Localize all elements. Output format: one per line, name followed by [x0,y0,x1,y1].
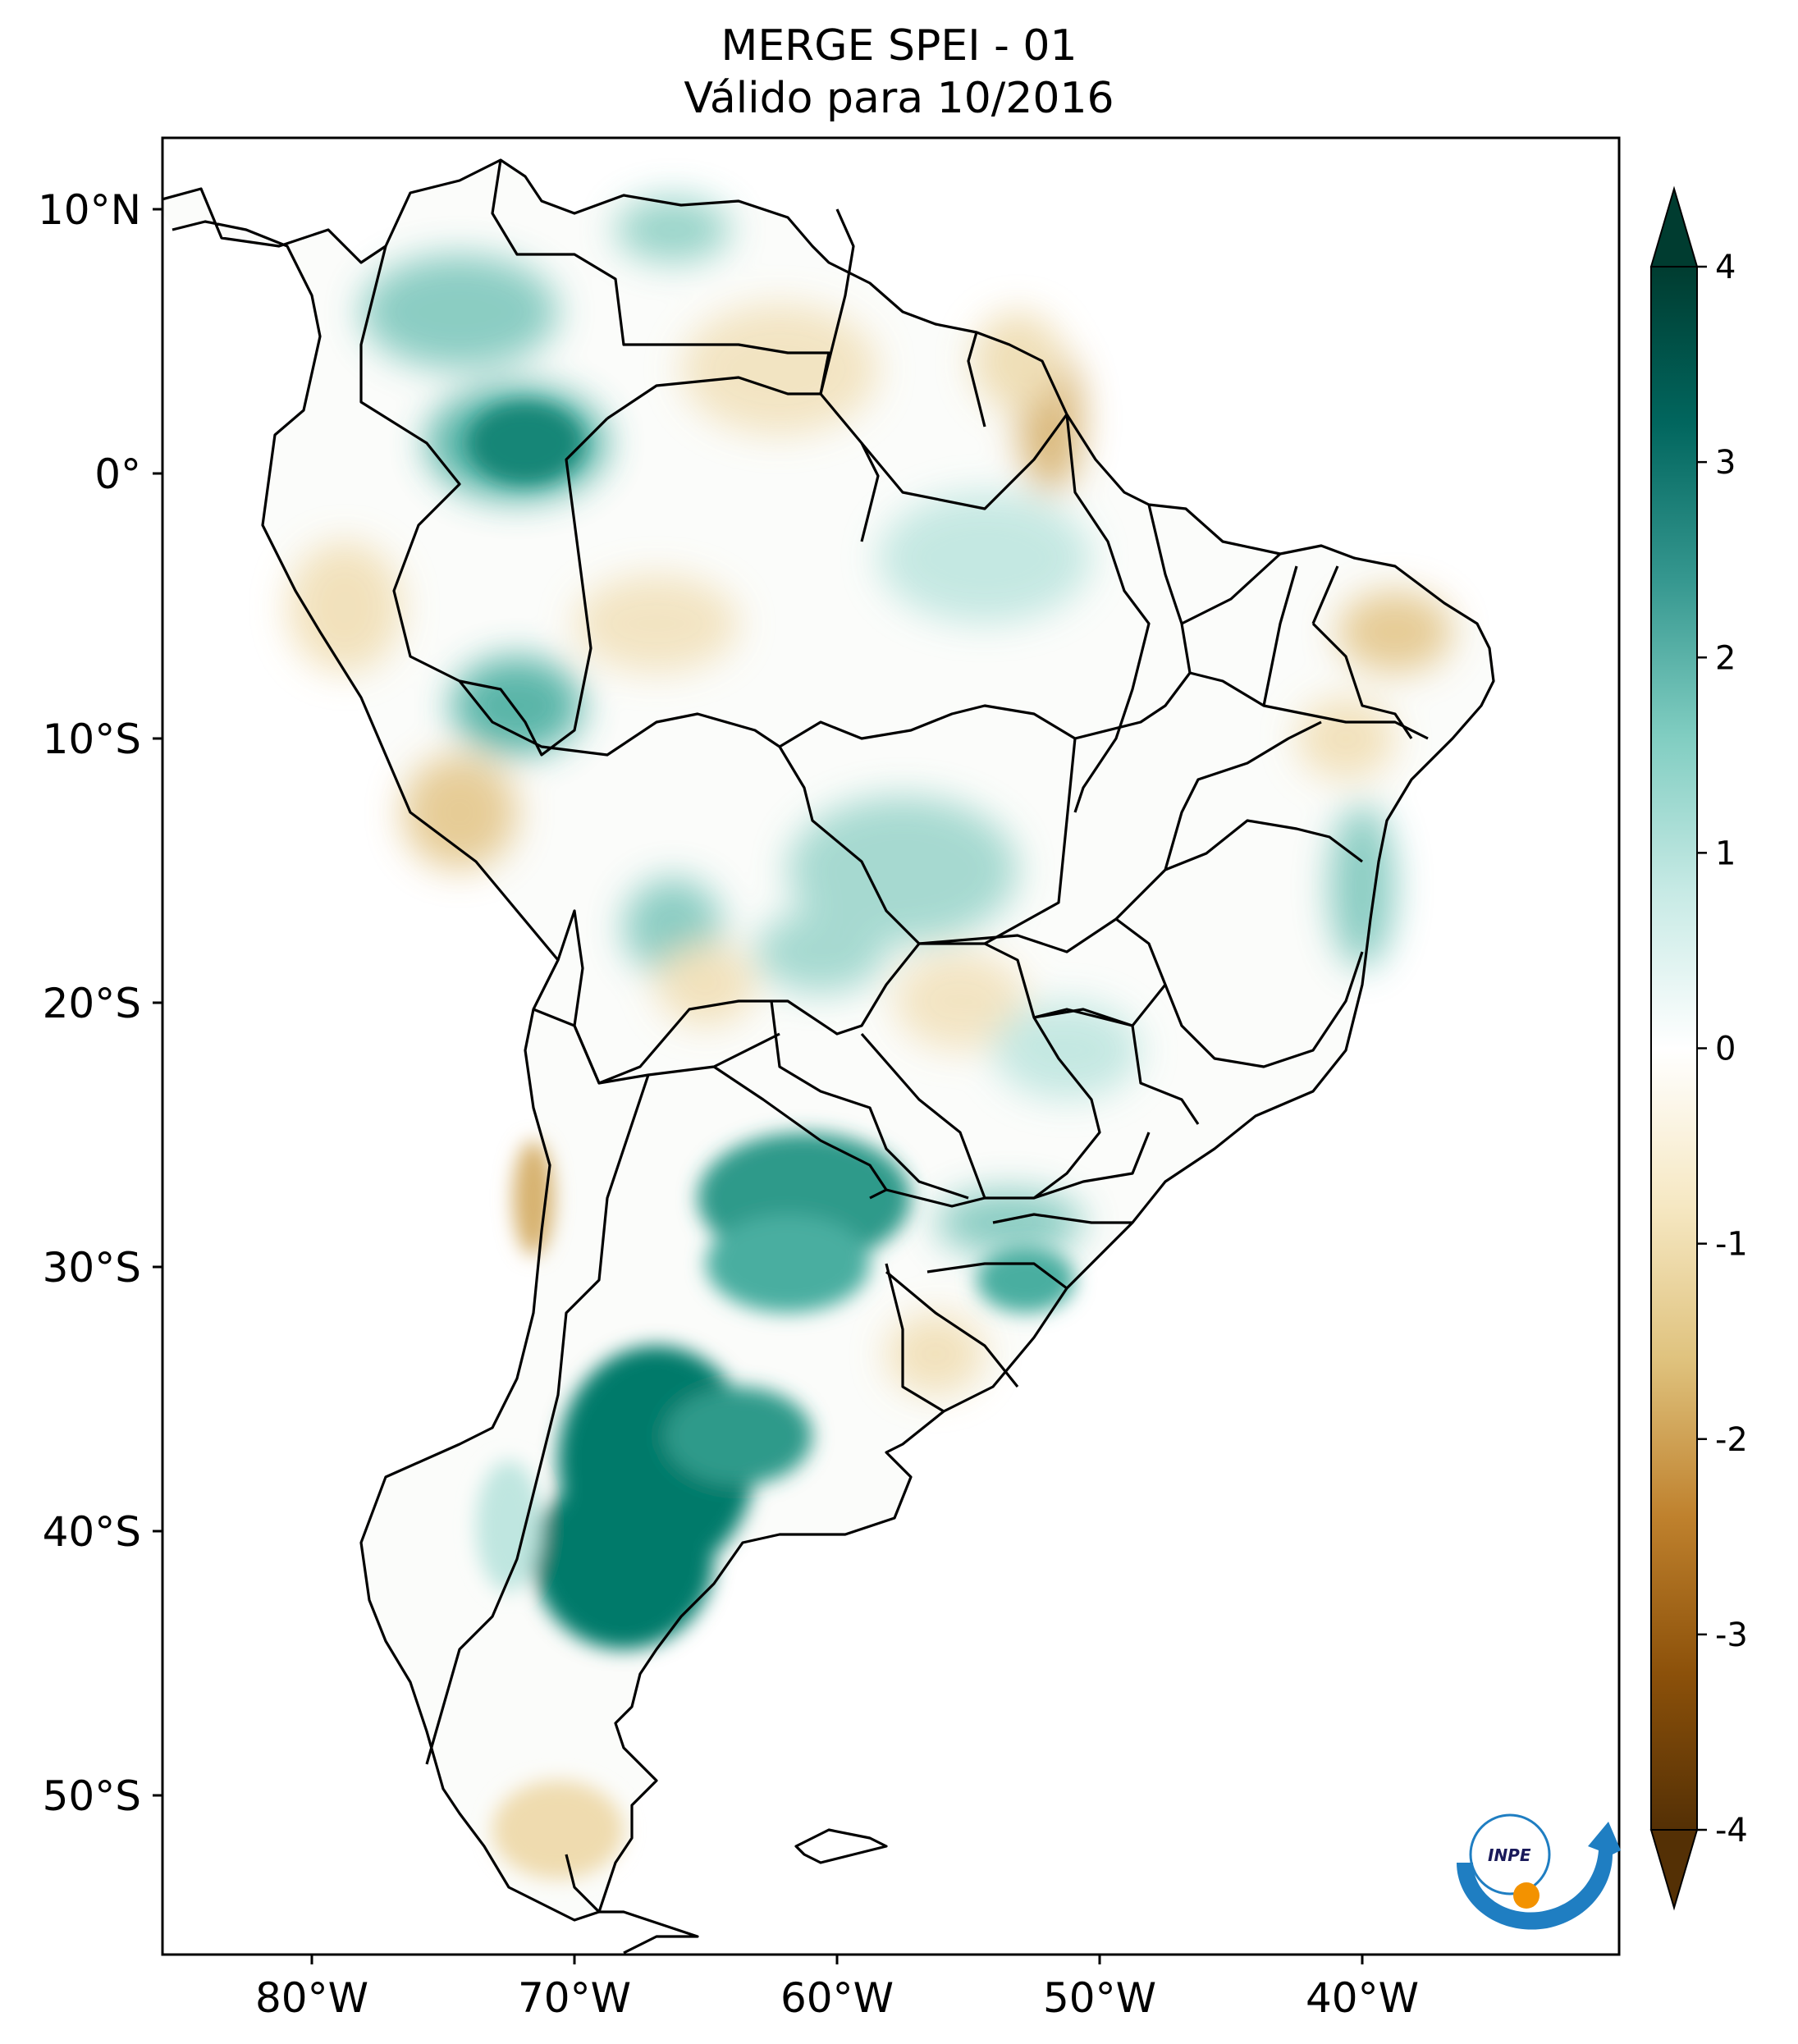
lon-tick-label: 60°W [780,1974,894,2022]
colorbar-tick-label: -4 [1715,1812,1748,1850]
logo-sun-icon [1513,1882,1540,1909]
colorbar-tick-label: 0 [1715,1031,1736,1068]
logo-orbit-icon [1469,1813,1551,1895]
map-border [161,136,1621,1956]
map-subtitle: Válido para 10/2016 [684,74,1114,123]
map-title: MERGE SPEI - 01 [721,21,1077,71]
lat-tick-label: 20°S [43,980,141,1027]
lon-tick-label: 70°W [518,1974,631,2022]
logo-swoosh-icon [1457,1822,1621,1930]
inpe-logo: INPE [1457,1813,1621,1930]
lat-tick-label: 30°S [43,1244,141,1292]
colorbar-top-extend [1649,185,1699,268]
lat-tick-label: 0° [94,450,141,498]
lat-tick-label: 40°S [43,1508,141,1556]
colorbar-body [1650,266,1698,1831]
latitude-axis: 10°N 0° 10°S 20°S 30°S 40°S 50°S [38,186,162,1820]
lat-tick-label: 10°N [38,186,141,234]
lon-tick-label: 50°W [1043,1974,1156,2022]
colorbar: 4 3 2 1 0 -1 -2 -3 -4 [1649,185,1748,1911]
spei-anomaly-field [287,197,1453,1879]
lon-tick-label: 80°W [255,1974,368,2022]
colorbar-tick-label: 3 [1715,444,1736,482]
lat-tick-label: 50°S [43,1772,141,1820]
colorbar-tick-label: -1 [1715,1226,1748,1264]
colorbar-tick-label: 4 [1715,249,1736,286]
lat-tick-label: 10°S [43,716,141,763]
colorbar-tick-label: 2 [1715,639,1736,677]
colorbar-bottom-extend [1649,1829,1699,1911]
map-frame [162,138,1619,1955]
political-borders [162,158,1495,1955]
colorbar-tick-label: -3 [1715,1616,1748,1654]
colorbar-ticks: 4 3 2 1 0 -1 -2 -3 -4 [1697,249,1748,1850]
longitude-axis: 80°W 70°W 60°W 50°W 40°W [255,1955,1419,2022]
colorbar-tick-label: 1 [1715,835,1736,872]
logo-text: INPE [1488,1845,1531,1865]
lon-tick-label: 40°W [1306,1974,1419,2022]
colorbar-tick-label: -2 [1715,1421,1748,1459]
